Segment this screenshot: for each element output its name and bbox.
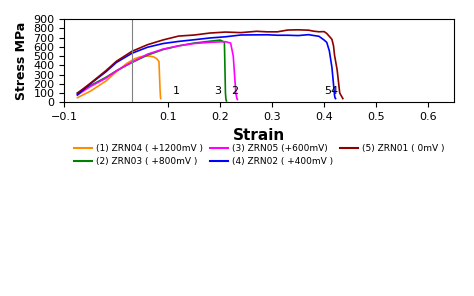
Y-axis label: Stress MPa: Stress MPa [15,22,28,100]
Text: 5: 5 [324,86,331,96]
Text: 4: 4 [330,86,337,96]
Text: 1: 1 [173,86,180,96]
Legend: (1) ZRN04 ( +1200mV ), (2) ZRN03 ( +800mV ), (3) ZRN05 (+600mV), (4) ZRN02 ( +40: (1) ZRN04 ( +1200mV ), (2) ZRN03 ( +800m… [71,140,448,170]
Text: 2: 2 [231,86,238,96]
X-axis label: Strain: Strain [233,128,285,143]
Text: 3: 3 [214,86,221,96]
